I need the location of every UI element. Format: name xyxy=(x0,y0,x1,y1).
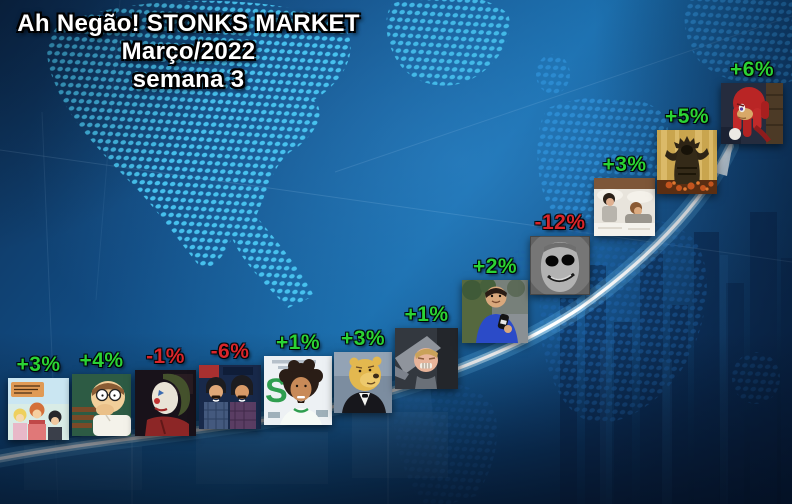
knuckles-meme-image xyxy=(721,83,783,144)
tuxedo-pooh-meme-image xyxy=(334,352,392,413)
title-line-2: Março/2022 xyxy=(121,38,256,65)
dark-knight-meme-image xyxy=(657,130,717,194)
straining-man-meme-image xyxy=(395,328,458,389)
uncanny-face-meme-image xyxy=(530,236,590,295)
meme-item-peter: +4% xyxy=(72,349,131,436)
meme-item-knuckles: +6% xyxy=(721,58,783,144)
pct-label: -6% xyxy=(210,340,250,363)
pct-label: +3% xyxy=(340,327,386,350)
meme-item-duo: -6% xyxy=(199,340,261,429)
meme-item-pooh: +3% xyxy=(334,327,392,413)
meme-item-interviewer: +2% xyxy=(462,255,528,343)
meme-item-couple: +3% xyxy=(594,153,655,236)
meme-item-footballer: +1% S xyxy=(264,331,332,425)
mustached-duo-meme-image xyxy=(199,365,261,429)
pct-label: +2% xyxy=(472,255,518,278)
title-line-3: semana 3 xyxy=(132,66,245,93)
peter-griffin-meme-image xyxy=(72,374,131,436)
pct-label: +1% xyxy=(275,331,321,354)
pct-label: -1% xyxy=(146,345,185,368)
title-line-1: Ah Negão! STONKS MARKET xyxy=(17,10,360,37)
curly-footballer-meme-image: S xyxy=(264,356,332,425)
meme-item-knight: +5% xyxy=(657,105,717,194)
poster-title: Ah Negão! STONKS MARKET Março/2022 seman… xyxy=(16,10,361,94)
meme-item-comic: +3% xyxy=(8,353,69,440)
meme-item-joker: -1% xyxy=(135,345,196,436)
pct-label: +1% xyxy=(404,303,449,326)
pct-label: +6% xyxy=(729,58,775,81)
couple-in-bed-meme-image xyxy=(594,178,655,236)
meme-item-straining: +1% xyxy=(395,303,458,389)
interviewer-meme-image xyxy=(462,280,528,343)
meme-item-uncanny: -12% xyxy=(530,211,590,295)
pct-label: -12% xyxy=(534,211,586,234)
pct-label: +5% xyxy=(664,105,710,128)
comic-meme-image xyxy=(8,378,69,440)
pct-label: +3% xyxy=(16,353,61,376)
pct-label: +4% xyxy=(79,349,124,372)
joker-meme-image xyxy=(135,370,196,436)
pct-label: +3% xyxy=(602,153,647,176)
